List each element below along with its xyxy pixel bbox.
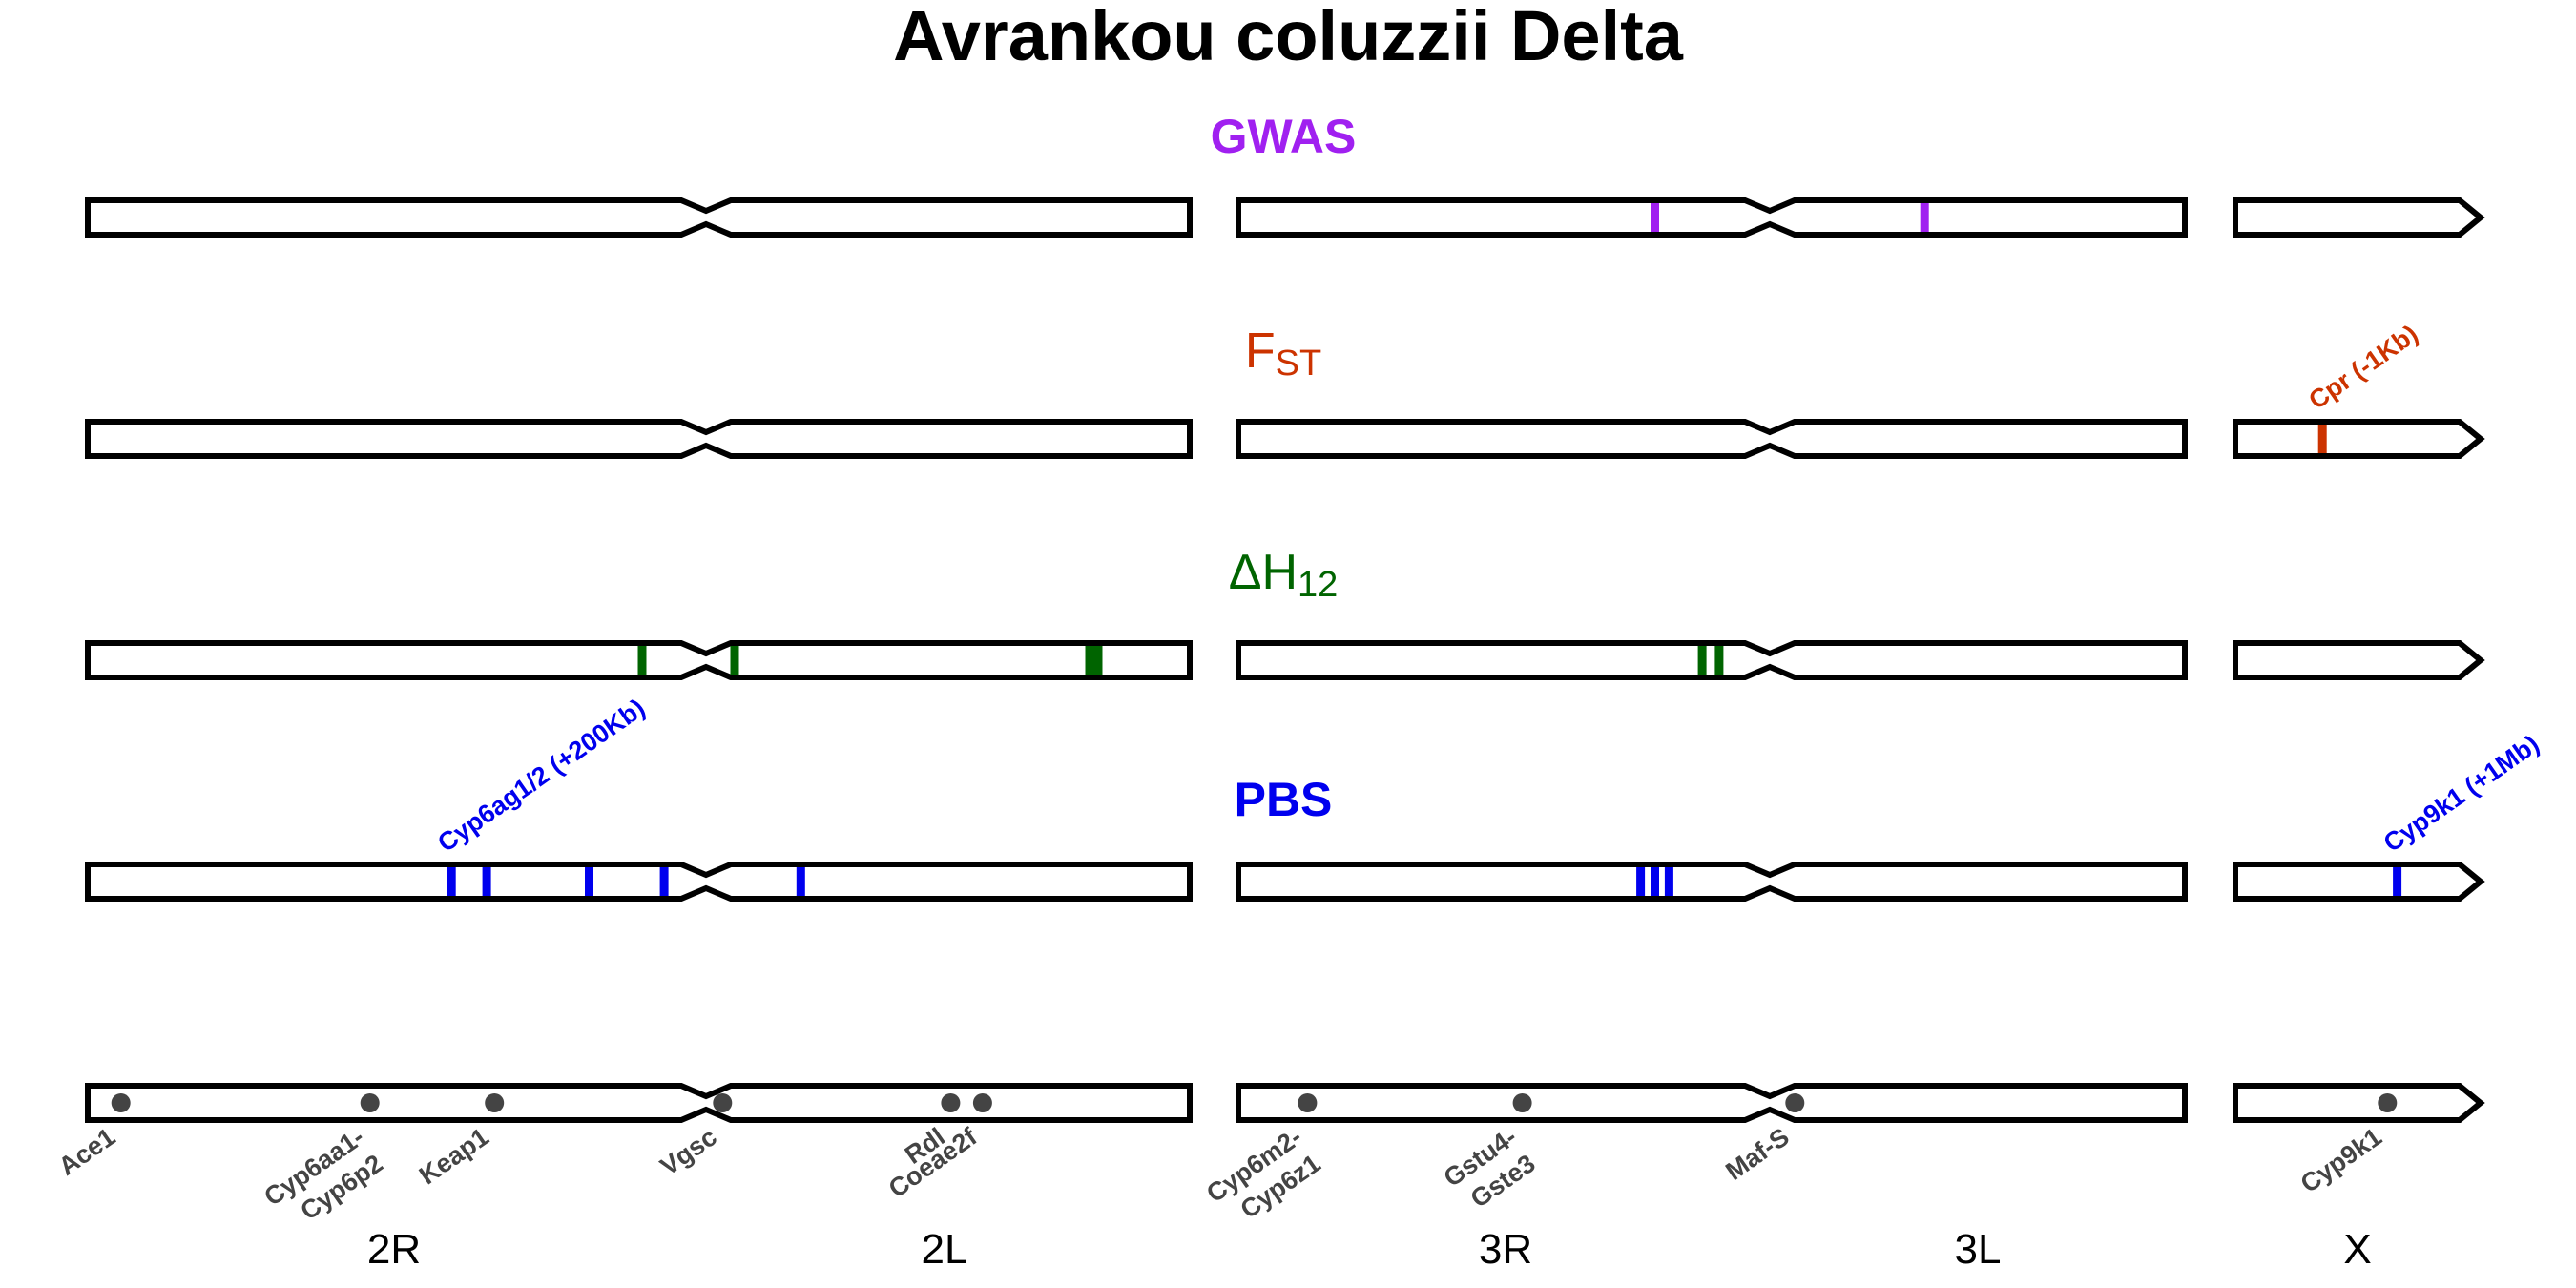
h12-hit-mark [1697, 646, 1707, 675]
pbs-hit-mark [2393, 867, 2402, 896]
panel-fst: FST Cpr (-1Kb) [85, 320, 2485, 459]
chromosome-3 [1236, 419, 2188, 459]
gene-marker [1512, 1093, 1532, 1112]
panel-title-subscript: 12 [1298, 565, 1338, 605]
arm-label-2r: 2R [367, 1226, 421, 1273]
pbs-hit-mark [447, 867, 456, 896]
gene-label: Cyp6m2-Cyp6z1 [1201, 1122, 1325, 1235]
arm-label-3r: 3R [1479, 1226, 1532, 1273]
figure-title: Avrankou coluzzii Delta [893, 0, 1684, 75]
pbs-hit-mark [796, 867, 805, 896]
chromosome-3 [1236, 862, 2188, 902]
gene-label: Cyp9k1 [2296, 1122, 2387, 1198]
panel-rows: GWAS FST Cpr (-1Kb) ΔH12 PBS Cyp6ag1/2 (+200K… [53, 110, 2545, 1237]
pbs-hit-mark [482, 867, 491, 896]
pbs-hit-annotation: Cyp6ag1/2 (+200Kb) [432, 694, 650, 858]
panel-h12: ΔH12 [85, 545, 2485, 680]
chromosome-2 [85, 419, 1193, 459]
gwas-hit-mark [1651, 203, 1659, 232]
arm-label-3l: 3L [1955, 1226, 2002, 1273]
panel-pbs: PBS Cyp6ag1/2 (+200Kb) Cyp9k1 (+1Mb) [85, 694, 2545, 902]
chromosome-x [2233, 1083, 2485, 1123]
arm-labels: 2R 2L 3R 3L X [367, 1226, 2372, 1273]
chromosome-x [2233, 862, 2485, 902]
panel-gwas: GWAS [85, 110, 2485, 238]
h12-hit-mark [730, 646, 739, 675]
chromosome-3 [1236, 640, 2188, 680]
gene-label-line: Cyp9k1 [2296, 1122, 2387, 1198]
panel-title-main: PBS [1235, 773, 1333, 826]
pbs-hit-mark [659, 867, 669, 896]
gene-marker [111, 1093, 131, 1112]
chromosome-3 [1236, 197, 2188, 238]
gene-label: Vgsc [655, 1122, 722, 1181]
h12-hit-mark [1714, 646, 1724, 675]
pbs-hit-annotation: Cyp9k1 (+1Mb) [2379, 730, 2545, 858]
gene-label-line: Keap1 [414, 1122, 494, 1190]
chromosome-2 [85, 197, 1193, 238]
gene-marker [2378, 1093, 2398, 1112]
arm-label-2l: 2L [922, 1226, 968, 1273]
panel-title-main: GWAS [1211, 110, 1357, 163]
gene-label: Gstu4-Gste3 [1439, 1122, 1541, 1218]
panel-title-main: F [1245, 323, 1276, 379]
gwas-hit-mark [1920, 203, 1929, 232]
gene-marker [713, 1093, 733, 1112]
gene-marker [485, 1093, 505, 1112]
gene-label-line: Ace1 [53, 1122, 120, 1181]
gene-marker [1298, 1093, 1318, 1112]
arm-label-x: X [2343, 1226, 2371, 1273]
gene-marker [941, 1093, 961, 1112]
fst-hit-annotation: Cpr (-1Kb) [2303, 320, 2422, 415]
chromosome-3 [1236, 1083, 2188, 1123]
panel-title-gwas: GWAS [1211, 110, 1357, 163]
chromosome-2 [85, 862, 1193, 902]
pbs-hit-mark [585, 867, 593, 896]
pbs-hit-mark [1651, 867, 1659, 896]
chromosome-x [2233, 419, 2485, 459]
gene-label: Keap1 [414, 1122, 494, 1190]
panel-title-pbs: PBS [1235, 773, 1333, 826]
pbs-hit-mark [1636, 867, 1646, 896]
h12-hit-mark [637, 646, 647, 675]
gene-marker [360, 1093, 380, 1112]
h12-hit-mark [1085, 646, 1103, 675]
panel-title-h12: ΔH12 [1229, 545, 1339, 605]
pbs-hit-mark [1664, 867, 1673, 896]
chromosome-x [2233, 640, 2485, 680]
gene-marker [972, 1093, 992, 1112]
panel-title-main: ΔH [1229, 545, 1298, 600]
gene-label-line: Maf-S [1720, 1122, 1794, 1186]
panel-title-fst: FST [1245, 323, 1321, 384]
chromosome-x [2233, 197, 2485, 238]
panel-title-subscript: ST [1276, 343, 1322, 384]
gene-label-line: Vgsc [655, 1122, 722, 1181]
gene-marker [1785, 1093, 1805, 1112]
chromosome-2 [85, 1083, 1193, 1123]
gene-label: Ace1 [53, 1122, 120, 1181]
gene-label: Maf-S [1720, 1122, 1794, 1186]
gene-label: Cyp6aa1-Cyp6p2 [260, 1122, 388, 1237]
fst-hit-mark [2317, 425, 2327, 453]
